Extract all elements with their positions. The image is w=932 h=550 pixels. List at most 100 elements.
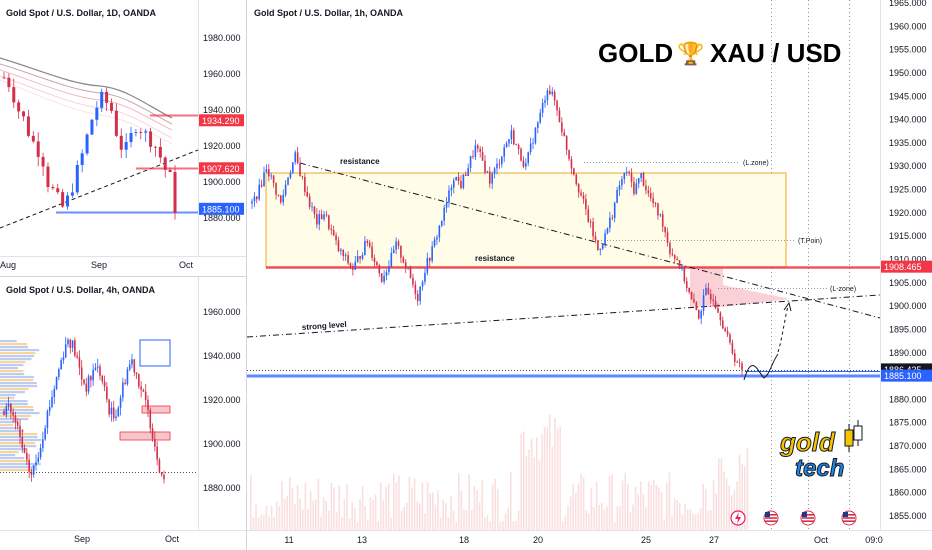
candle (510, 124, 513, 145)
volume-bar (502, 521, 504, 530)
volume-bar (507, 507, 509, 530)
candle (400, 245, 402, 264)
h1-projection-curve[interactable] (743, 353, 779, 381)
h1-label-strong-level[interactable]: strong level (302, 320, 347, 332)
volume-bar (494, 478, 496, 530)
candle (597, 239, 599, 251)
candle (695, 301, 698, 311)
volume-bar (556, 428, 559, 530)
candle (156, 441, 158, 466)
h1-pink-wedge[interactable] (723, 285, 790, 307)
candle (733, 349, 736, 367)
h4-zone-3[interactable] (119, 431, 171, 441)
candle (301, 175, 304, 180)
candle (428, 257, 431, 267)
h1-price-axis[interactable]: 1965.000 1960.000 1955.000 1950.000 1945.000… (889, 0, 927, 521)
volume-profile-bar (0, 448, 28, 451)
time-tick-label: 13 (357, 535, 367, 545)
h4-price-axis[interactable]: 1960.000 1940.000 1920.000 1900.000 1880.000 (203, 307, 241, 493)
candle (664, 226, 666, 238)
volume-profile-bar (0, 343, 28, 346)
candle (438, 224, 441, 243)
candle (633, 176, 635, 196)
candle (85, 133, 89, 156)
h1-label-lzone-1[interactable]: (L.zone) (743, 160, 769, 167)
volume-bar (473, 485, 476, 530)
daily-price-axis[interactable]: 1980.000 1960.000 1940.000 1920.000 1900.000… (203, 33, 241, 223)
daily-title: Gold Spot / U.S. Dollar, 1D, OANDA (6, 8, 157, 18)
h1-label-lzone-2[interactable]: (L-zone) (830, 286, 856, 293)
price-tick-label: 1920.000 (203, 141, 241, 151)
candle (151, 423, 154, 442)
volume-profile-bar (0, 427, 21, 430)
h1-pink-zone[interactable] (690, 267, 723, 307)
daily-time-axis[interactable]: Aug Sep Oct (0, 260, 193, 270)
h1-time-axis[interactable]: 11 13 18 20 25 27 Oct 09:0 (284, 535, 882, 545)
us-flag-icon[interactable] (800, 510, 816, 526)
volume-bar (364, 506, 366, 530)
volume-profile-bar (0, 370, 24, 373)
us-flag-icon[interactable] (841, 510, 857, 526)
candle (484, 154, 486, 175)
time-tick-label: Oct (165, 534, 180, 544)
h1-label-tpoin[interactable]: (T.Poin) (798, 238, 822, 245)
daily-trendline[interactable] (0, 149, 199, 229)
candle (160, 471, 163, 477)
volume-bar (413, 478, 416, 530)
volume-bar (333, 487, 335, 530)
volume-bar (697, 513, 699, 530)
price-tick-label: 1940.000 (203, 351, 241, 361)
candle (380, 273, 383, 284)
candle (688, 287, 690, 295)
candle (705, 283, 707, 296)
volume-bar (408, 476, 411, 530)
h1-projection-dashed[interactable] (777, 305, 789, 353)
candle (738, 358, 741, 368)
h1-strong-level-trendline[interactable] (246, 294, 881, 338)
candle (265, 164, 268, 174)
trophy-icon: 🏆 (677, 41, 704, 66)
volume-bar (525, 456, 528, 530)
us-flag-icon[interactable] (763, 510, 779, 526)
volume-bar (512, 521, 515, 530)
h1-label-resistance-mid[interactable]: resistance (475, 254, 515, 263)
price-tick-label: 1890.000 (889, 348, 927, 358)
volume-bar (387, 483, 390, 530)
price-tick-label: 1960.000 (889, 21, 927, 31)
candle (402, 255, 405, 264)
h1-descending-trendline[interactable] (299, 162, 881, 319)
volume-bar (647, 481, 650, 530)
headline: GOLD 🏆 XAU / USD (598, 38, 841, 68)
volume-bar (614, 521, 616, 530)
candle (70, 183, 74, 198)
candle (101, 374, 104, 385)
candle (493, 166, 496, 179)
time-tick-label: Aug (0, 260, 16, 270)
candle (337, 236, 340, 253)
h1-resistance-zone[interactable] (265, 172, 787, 268)
candle (678, 259, 681, 270)
candle (280, 194, 282, 205)
candle (28, 453, 30, 479)
candle (469, 155, 472, 172)
flash-event-icon[interactable] (730, 510, 746, 526)
volume-profile-bar (0, 400, 28, 403)
time-tick-label: 18 (459, 535, 469, 545)
candle (90, 118, 94, 135)
h1-label-resistance-top[interactable]: resistance (340, 157, 380, 166)
volume-bar (686, 509, 689, 530)
volume-bar (541, 433, 543, 530)
volume-bar (348, 518, 351, 530)
volume-bar (307, 509, 309, 530)
h4-time-axis[interactable]: Sep Oct (74, 534, 180, 544)
volume-profile-bar (0, 376, 34, 379)
volume-bar (585, 510, 587, 530)
candle (587, 205, 590, 224)
candle (35, 454, 37, 471)
volume-bar (658, 487, 660, 530)
h4-zone-2[interactable] (141, 405, 171, 414)
h4-panel: Gold Spot / U.S. Dollar, 4h, OANDA 1960.… (0, 277, 246, 544)
candle (53, 385, 56, 405)
h4-zone-1[interactable] (139, 339, 171, 367)
candle (282, 189, 285, 206)
